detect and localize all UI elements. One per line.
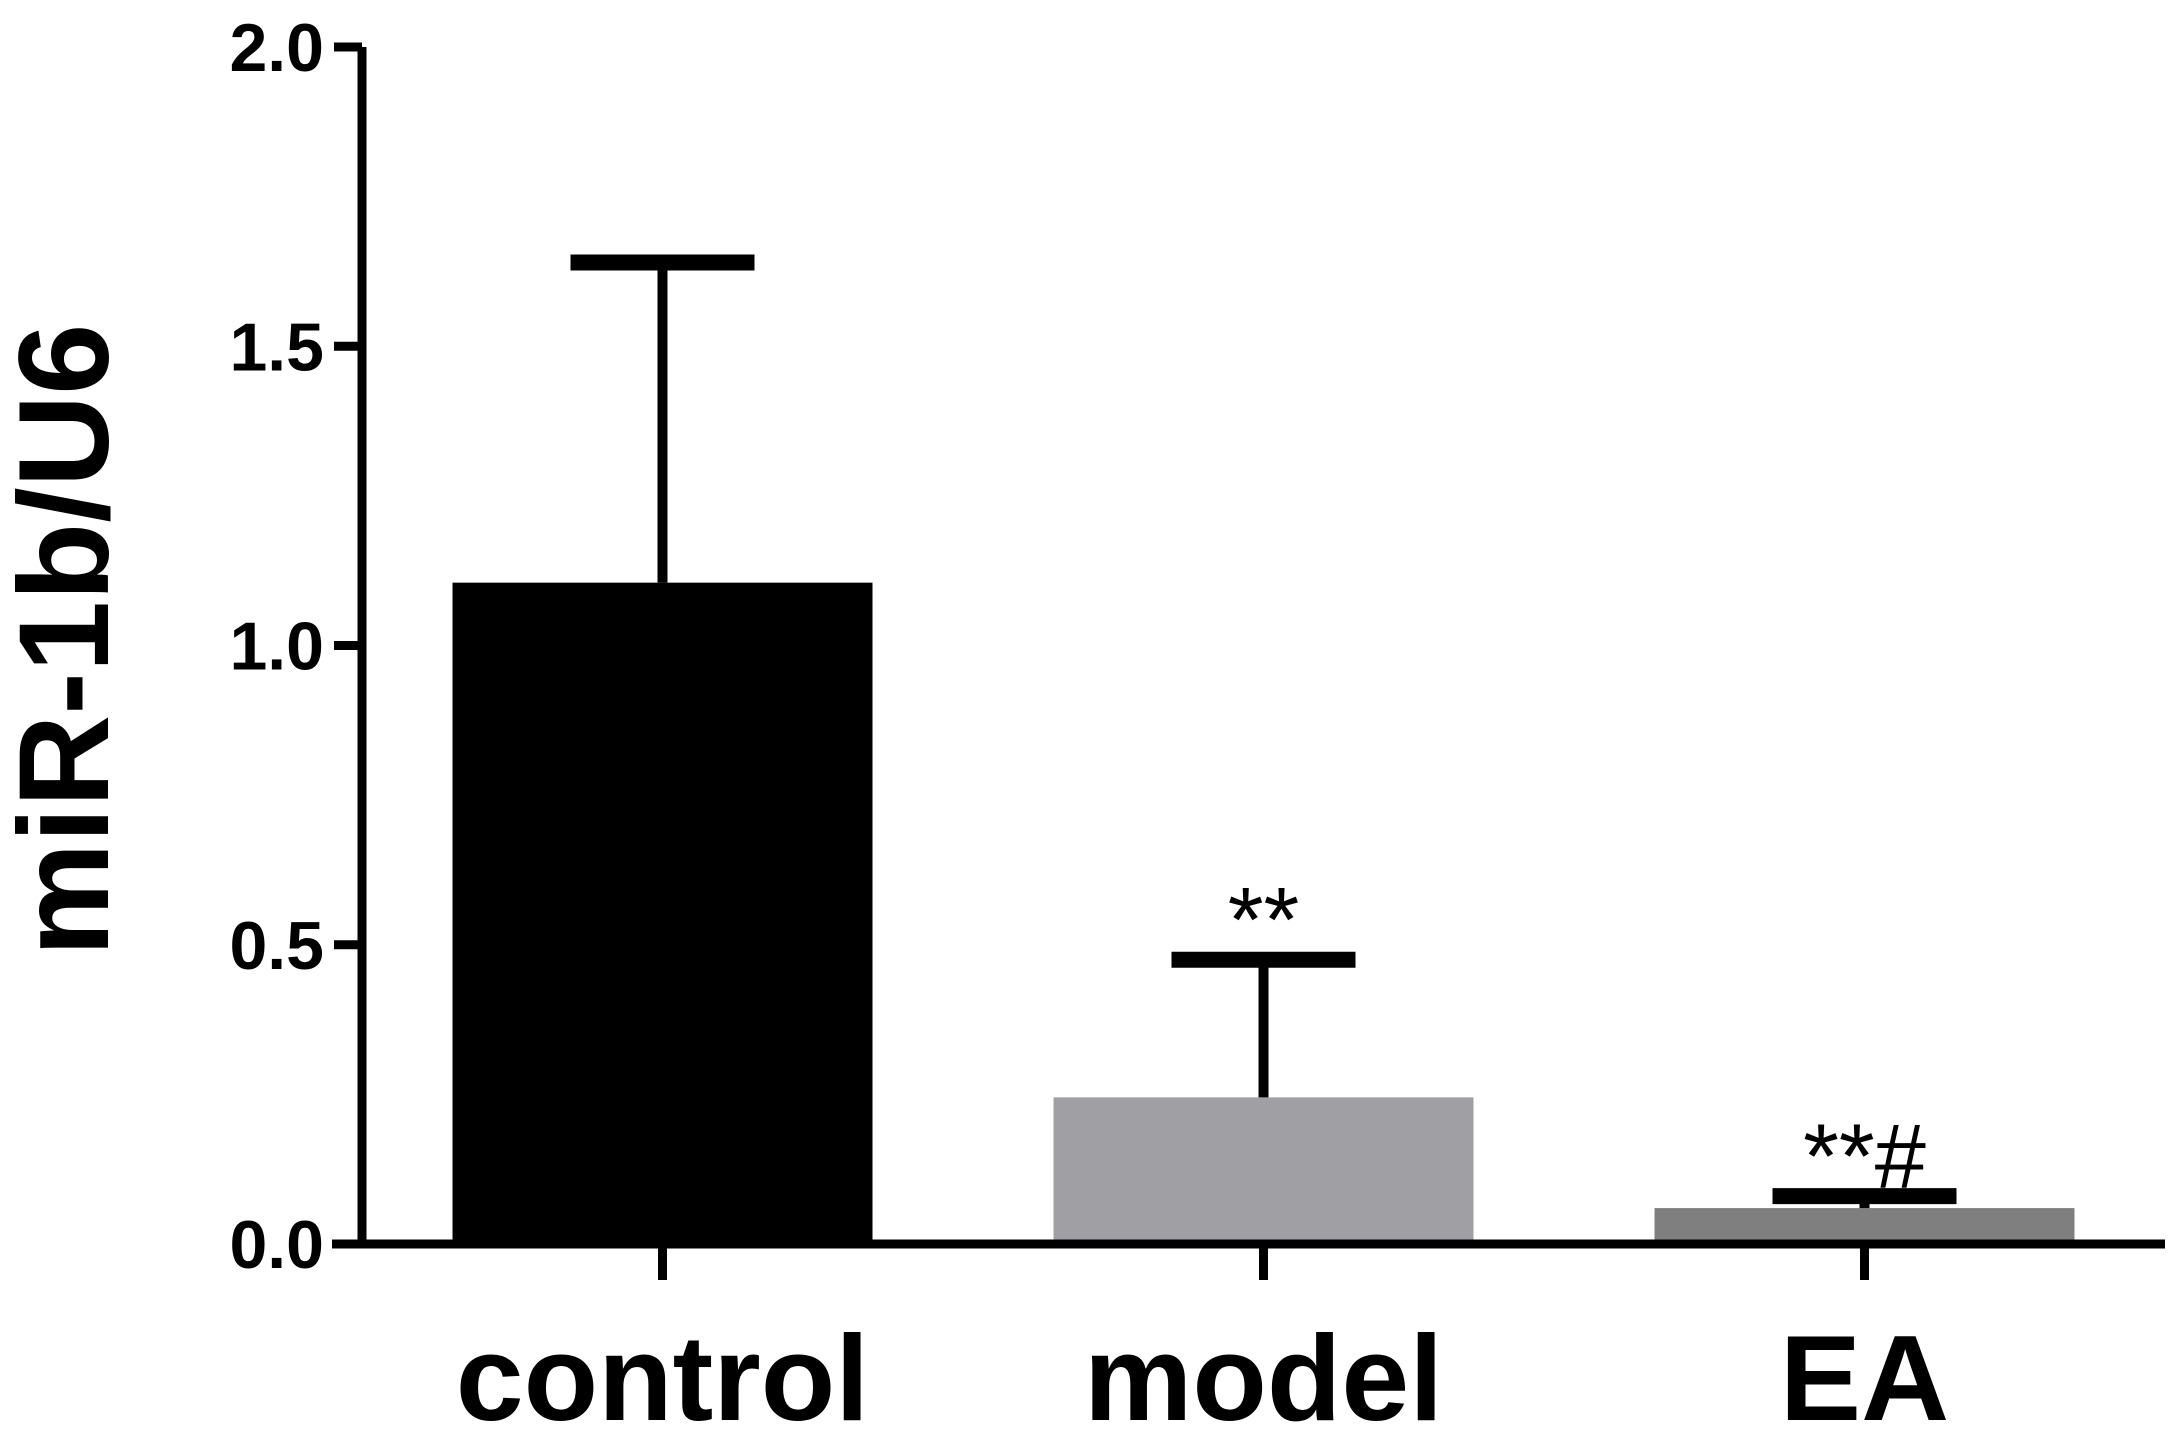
bar-model: [1053, 1097, 1474, 1244]
bars-group: ** **#: [452, 254, 2075, 1244]
significance-label-model: **: [1228, 870, 1300, 972]
y-tick-label: 2.0: [229, 10, 324, 86]
y-axis: 0.0 0.5 1.0 1.5 2.0: [229, 10, 367, 1283]
y-tick-label: 0.5: [229, 908, 324, 984]
y-tick-label: 1.5: [229, 309, 324, 385]
x-axis: control model EA: [332, 1239, 2165, 1431]
bar-control: [452, 582, 873, 1244]
x-tick-label: model: [1084, 1310, 1443, 1431]
bar-EA: [1654, 1208, 2075, 1244]
y-tick-label: 0.0: [229, 1207, 324, 1283]
y-tick-label: 1.0: [229, 609, 324, 685]
significance-label-EA: **#: [1803, 1106, 1926, 1208]
x-tick-label: EA: [1780, 1310, 1949, 1431]
x-tick-label: control: [456, 1310, 869, 1431]
y-axis-title: miR-1b/U6: [0, 324, 136, 957]
